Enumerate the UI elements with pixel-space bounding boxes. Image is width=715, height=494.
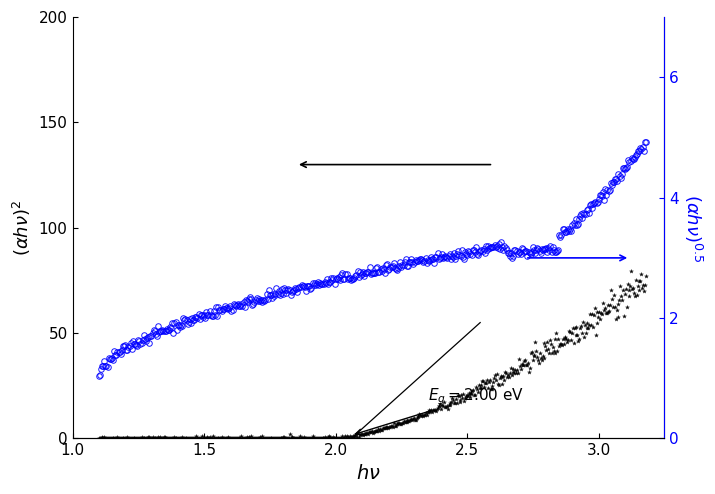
X-axis label: $h\nu$: $h\nu$ — [356, 464, 381, 483]
Text: $E_g = 2.00$ eV: $E_g = 2.00$ eV — [355, 387, 523, 435]
Y-axis label: $(\alpha h\nu)^2$: $(\alpha h\nu)^2$ — [11, 200, 33, 256]
Y-axis label: $(\alpha h\nu)^{0.5}$: $(\alpha h\nu)^{0.5}$ — [682, 194, 704, 262]
